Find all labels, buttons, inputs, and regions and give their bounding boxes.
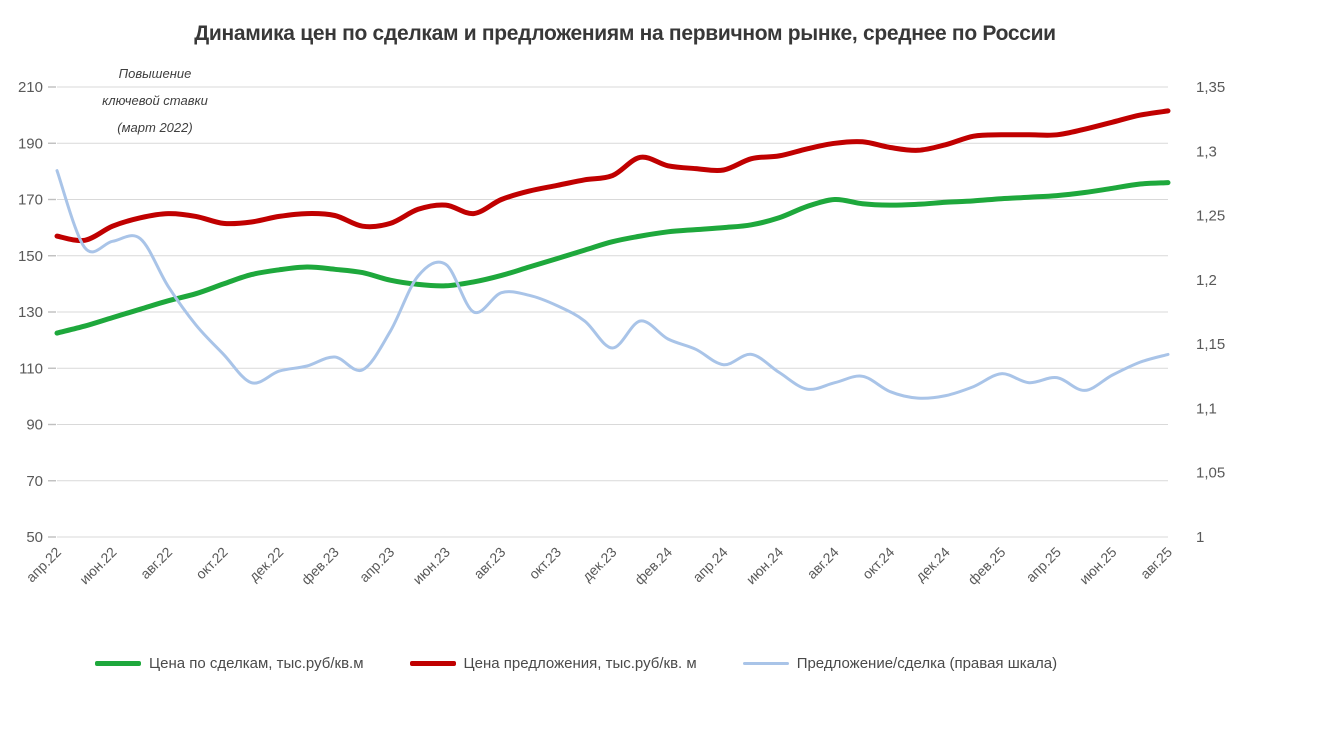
y-axis-left-tick-label: 170 <box>18 192 43 209</box>
annotation-line-3: (март 2022) <box>117 120 193 135</box>
x-axis-tick-label: авг.25 <box>1137 544 1175 582</box>
x-axis-tick-label: апр.23 <box>356 544 398 586</box>
chart-legend: Цена по сделкам, тыс.руб/кв.м Цена предл… <box>95 655 1235 672</box>
x-axis-tick-label: фев.23 <box>298 544 342 588</box>
y-axis-right-tick-label: 1,15 <box>1196 336 1225 353</box>
y-axis-left-tick-label: 110 <box>19 360 43 377</box>
chart-title: Динамика цен по сделкам и предложениям н… <box>194 22 1056 45</box>
y-axis-left-tick-label: 70 <box>26 473 43 490</box>
series-line-0 <box>54 180 1171 336</box>
y-axis-left-tick-label: 50 <box>26 529 43 546</box>
annotation-line-1: Повышение <box>118 66 192 81</box>
x-axis-tick-label: авг.22 <box>137 544 175 582</box>
x-axis-tick-label: дек.24 <box>912 544 953 585</box>
y-axis-left-tick-label: 90 <box>26 417 43 434</box>
x-axis-tick-label: июн.23 <box>409 544 453 588</box>
legend-swatch-offer-price <box>409 661 456 666</box>
x-axis-tick-label: июн.24 <box>743 544 787 588</box>
x-axis-tick-label: апр.22 <box>23 544 65 586</box>
series-line-2 <box>55 169 1170 400</box>
x-axis-tick-label: фев.24 <box>631 544 675 588</box>
x-axis-tick-label: окт.24 <box>859 544 898 583</box>
y-axis-left-tick-label: 130 <box>18 304 43 321</box>
x-axis-tick-label: апр.24 <box>689 544 731 586</box>
y-axis-right-tick-label: 1,2 <box>1196 272 1217 289</box>
x-axis-tick-label: апр.25 <box>1023 544 1065 586</box>
x-axis-tick-label: фев.25 <box>964 544 1008 588</box>
legend-item-deal-price: Цена по сделкам, тыс.руб/кв.м <box>95 655 364 672</box>
y-axis-left-tick-label: 210 <box>18 79 43 96</box>
x-axis-tick-label: окт.22 <box>192 544 231 583</box>
legend-item-offer-price: Цена предложения, тыс.руб/кв. м <box>409 655 697 672</box>
x-axis-tick-label: авг.23 <box>470 544 508 582</box>
y-axis-right-tick-label: 1,35 <box>1196 79 1225 96</box>
y-axis-left-tick-label: 190 <box>18 135 43 152</box>
legend-label-offer-price: Цена предложения, тыс.руб/кв. м <box>463 655 697 672</box>
x-axis-tick-label: июн.22 <box>76 544 120 588</box>
x-axis-tick-label: авг.24 <box>804 544 842 582</box>
y-axis-right-tick-label: 1,3 <box>1196 143 1217 160</box>
legend-swatch-deal-price <box>95 661 141 666</box>
x-axis-tick-label: дек.22 <box>246 544 287 585</box>
key-rate-annotation: Повышение ключевой ставки (март 2022) <box>70 60 240 141</box>
annotation-line-2: ключевой ставки <box>102 93 208 108</box>
legend-item-ratio: Предложение/сделка (правая шкала) <box>742 655 1058 672</box>
x-axis-tick-label: окт.23 <box>526 544 565 583</box>
x-axis-tick-label: июн.25 <box>1076 544 1120 588</box>
y-axis-right-tick-label: 1,05 <box>1196 465 1225 482</box>
y-axis-left-tick-label: 150 <box>18 248 43 265</box>
legend-label-deal-price: Цена по сделкам, тыс.руб/кв.м <box>149 655 364 672</box>
y-axis-right-tick-label: 1,25 <box>1196 208 1225 225</box>
y-axis-right-tick-label: 1 <box>1196 529 1204 546</box>
series-line-1 <box>54 108 1171 244</box>
x-axis-tick-label: дек.23 <box>579 544 620 585</box>
legend-label-ratio: Предложение/сделка (правая шкала) <box>796 655 1058 672</box>
legend-swatch-ratio <box>742 662 789 665</box>
y-axis-right-tick-label: 1,1 <box>1196 400 1217 417</box>
